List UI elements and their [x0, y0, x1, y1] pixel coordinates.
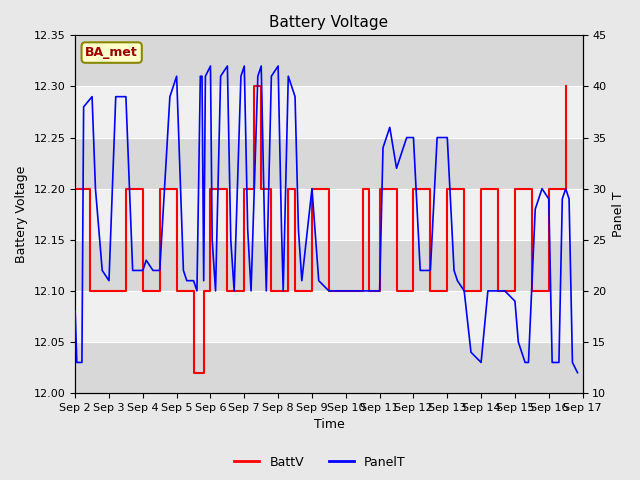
Y-axis label: Panel T: Panel T	[612, 192, 625, 237]
Title: Battery Voltage: Battery Voltage	[269, 15, 388, 30]
X-axis label: Time: Time	[314, 419, 344, 432]
Bar	[75, 342, 582, 393]
Bar	[75, 36, 582, 86]
Legend: BattV, PanelT: BattV, PanelT	[229, 451, 411, 474]
Text: BA_met: BA_met	[85, 46, 138, 59]
Bar	[75, 86, 582, 138]
Bar	[75, 138, 582, 189]
Y-axis label: Battery Voltage: Battery Voltage	[15, 166, 28, 263]
Bar	[75, 240, 582, 291]
Bar	[75, 189, 582, 240]
Bar	[75, 291, 582, 342]
